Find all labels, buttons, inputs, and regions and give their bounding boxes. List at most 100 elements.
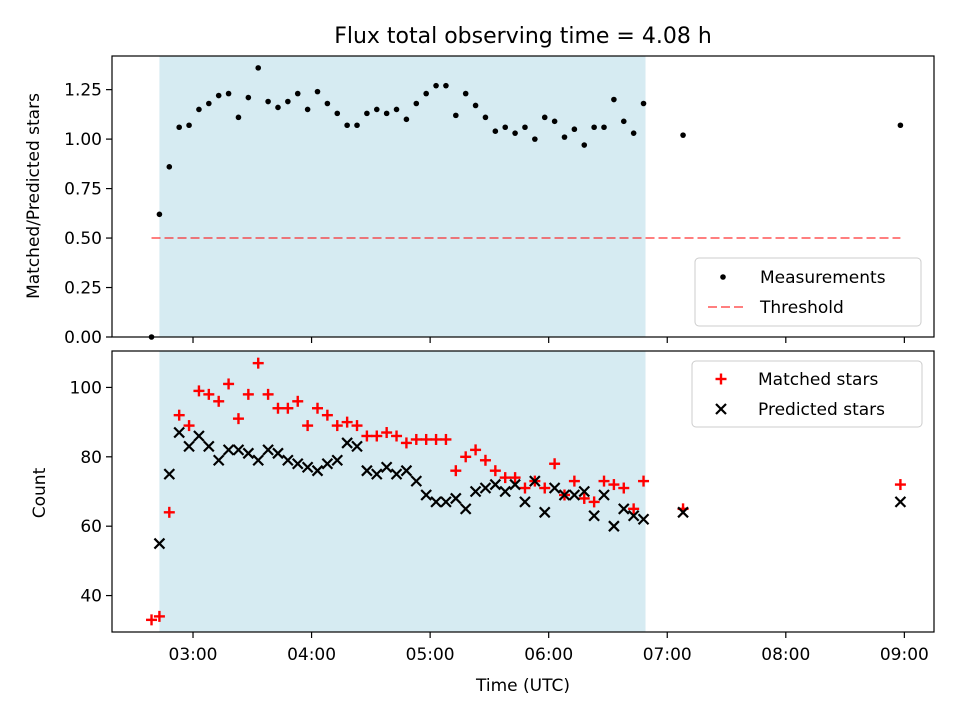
predicted-star-point: [222, 444, 235, 456]
matched-star-point: [153, 610, 165, 622]
predicted-star-point: [509, 478, 521, 491]
x-stroke: [212, 454, 225, 467]
measurement-point: [225, 90, 232, 97]
x-stroke: [440, 496, 452, 508]
x-stroke: [469, 485, 482, 498]
count-y-tick-label: 40: [80, 587, 102, 607]
ratio-panel-frame: [111, 55, 935, 338]
measurement-point: [462, 90, 469, 97]
measurement-point: [383, 110, 390, 117]
x-stroke: [222, 444, 235, 456]
measurement-point: [630, 130, 637, 136]
predicted-star-point: [371, 468, 383, 480]
predicted-star-point: [677, 506, 689, 519]
measurement-point: [176, 124, 182, 131]
x-stroke: [489, 478, 502, 491]
predicted-star-point: [321, 457, 334, 470]
predicted-star-point: [203, 440, 215, 453]
x-stroke: [677, 506, 689, 519]
matched-star-point: [420, 433, 432, 445]
matched-star-point: [302, 420, 314, 432]
matched-star-point: [470, 444, 482, 456]
predicted-star-point: [469, 485, 482, 498]
matched-star-point: [598, 475, 610, 487]
matched-star-point: [568, 475, 580, 487]
x-stroke: [499, 485, 511, 498]
legend-threshold-label: Threshold: [759, 298, 844, 318]
x-stroke: [193, 430, 205, 442]
x-stroke: [529, 475, 541, 487]
measurement-point: [156, 211, 163, 218]
matched-star-point: [410, 433, 422, 445]
measurement-point: [285, 98, 291, 105]
predicted-star-points: [153, 426, 907, 550]
predicted-star-point: [173, 426, 185, 439]
x-stroke: [173, 426, 185, 439]
predicted-star-point: [232, 444, 245, 456]
matched-star-point: [460, 451, 472, 463]
matched-star-point: [618, 482, 630, 494]
x-stroke: [617, 503, 630, 515]
x-stroke: [331, 454, 344, 467]
matched-star-point: [549, 458, 561, 470]
matched-star-point: [509, 472, 521, 484]
x-stroke: [351, 440, 363, 453]
x-stroke: [598, 489, 610, 501]
matched-star-point: [479, 454, 491, 466]
ratio-y-tick-label: 0.75: [64, 180, 102, 200]
measurement-point: [611, 96, 617, 103]
matched-star-point: [163, 506, 175, 518]
measurement-point: [897, 122, 904, 129]
matched-star-point: [499, 472, 511, 484]
predicted-star-point: [380, 461, 393, 473]
predicted-star-point: [252, 454, 264, 467]
predicted-star-point: [420, 489, 432, 501]
ratio-y-tick-label: 1.25: [64, 81, 102, 101]
measurement-point: [532, 136, 538, 142]
predicted-star-point: [440, 496, 452, 508]
x-stroke: [400, 464, 413, 477]
matched-star-point: [519, 482, 531, 494]
matched-star-point: [440, 433, 452, 445]
measurement-point: [433, 82, 439, 89]
measurement-point: [601, 124, 607, 131]
x-stroke: [420, 489, 432, 501]
predicted-star-point: [558, 489, 571, 501]
matched-star-point: [894, 479, 906, 491]
x-stroke: [153, 537, 166, 550]
predicted-star-point: [351, 440, 363, 453]
x-stroke: [371, 468, 383, 480]
count-panel-frame: [111, 350, 935, 633]
x-stroke: [558, 489, 571, 501]
measurement-point: [620, 118, 627, 125]
count-y-tick-label: 60: [80, 517, 102, 537]
measurement-point: [215, 92, 222, 99]
measurement-point: [492, 128, 499, 134]
x-stroke: [608, 520, 620, 532]
measurement-point: [206, 100, 212, 107]
matched-star-points: [146, 357, 906, 626]
matched-star-point: [341, 416, 353, 428]
matched-star-point: [173, 409, 185, 421]
matched-star-point: [588, 496, 600, 508]
matched-star-point: [203, 388, 215, 400]
matched-star-point: [638, 475, 650, 487]
measurement-point: [265, 98, 271, 105]
measurement-point: [334, 110, 341, 117]
x-stroke: [894, 496, 907, 508]
measurement-point: [581, 142, 588, 148]
measurement-point: [324, 100, 331, 107]
predicted-star-point: [163, 468, 176, 480]
ratio-y-tick-label: 0.50: [64, 229, 102, 249]
x-tick-label: 08:00: [761, 645, 810, 665]
matched-star-point: [351, 420, 363, 432]
legend-plus: [715, 373, 727, 385]
measurement-point: [196, 106, 202, 113]
measurement-point: [423, 90, 429, 97]
matched-star-point: [391, 430, 403, 442]
x-stroke: [341, 437, 353, 449]
predicted-star-point: [311, 464, 324, 477]
predicted-star-point: [598, 489, 610, 501]
x-stroke: [361, 464, 373, 477]
matched-star-point: [608, 479, 620, 491]
